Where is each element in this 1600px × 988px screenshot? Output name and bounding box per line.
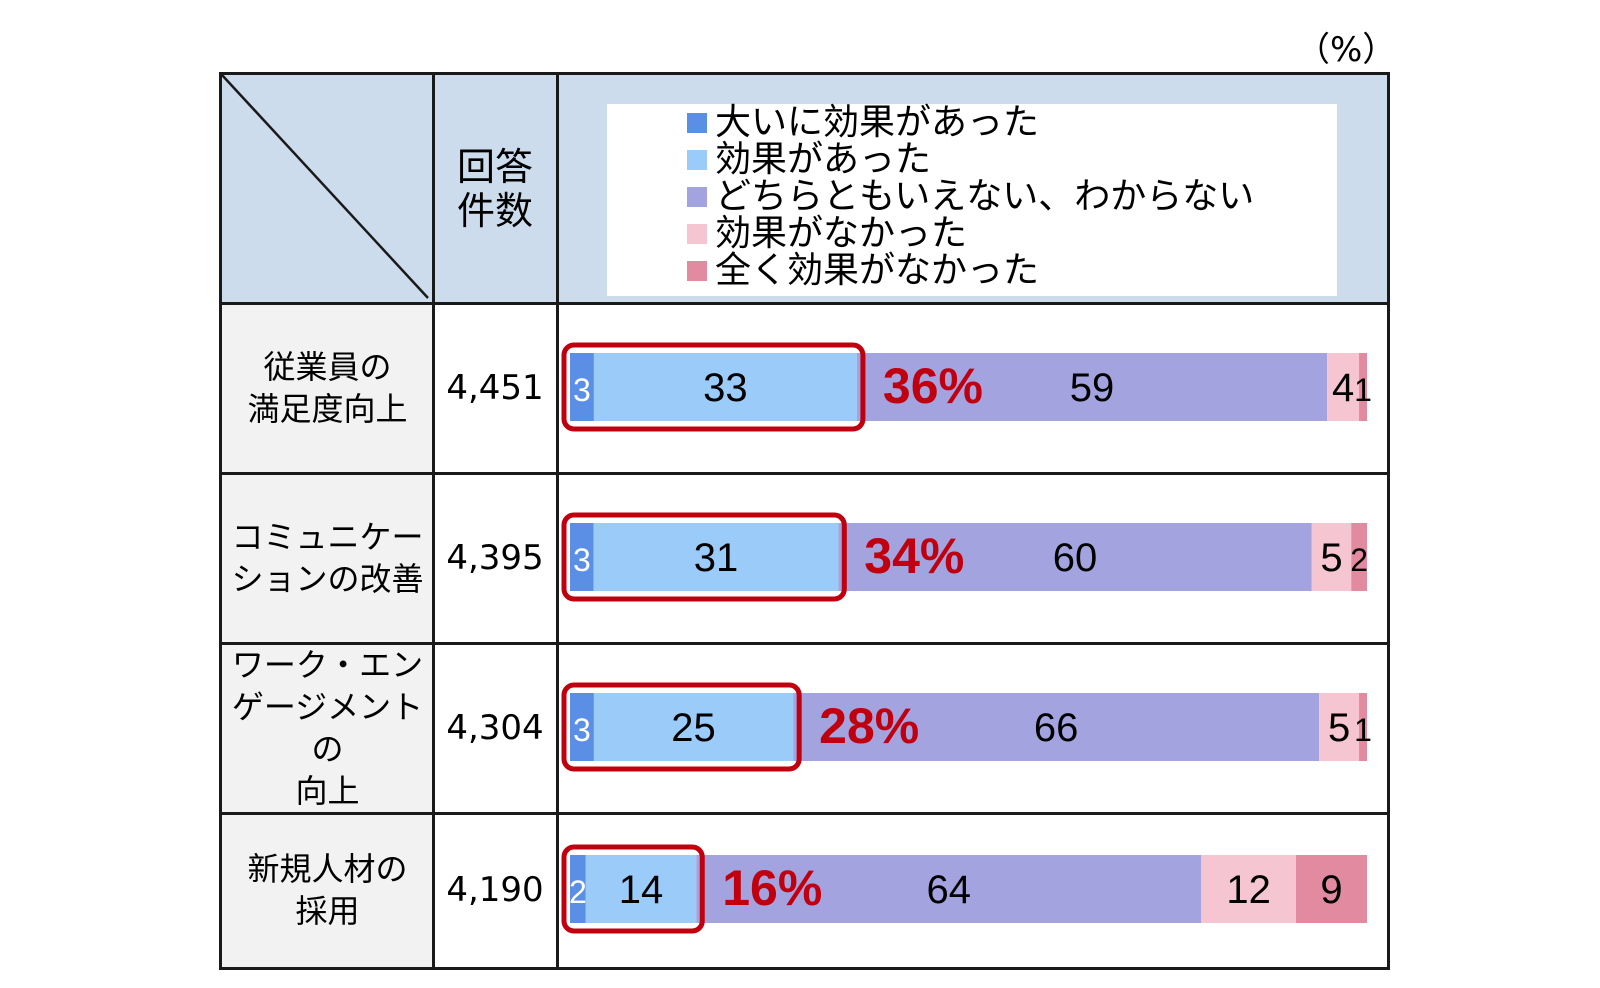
bar-segment-3-2 bbox=[696, 855, 1202, 923]
bar-data-label-2-3: 5 bbox=[1328, 706, 1350, 750]
bar-data-label-2-2: 66 bbox=[1034, 706, 1079, 750]
row-label-1: コミュニケー ションの改善 bbox=[222, 473, 433, 643]
highlight-percent-label-2: 28% bbox=[819, 698, 919, 754]
bar-segment-0-4 bbox=[1359, 353, 1367, 421]
bar-data-label-0-1: 33 bbox=[703, 366, 748, 410]
count-header-line1: 回答 bbox=[456, 145, 533, 189]
highlight-box-2 bbox=[561, 682, 802, 772]
legend-item-4: 全く効果がなかった bbox=[687, 252, 1039, 290]
bar-segment-0-0 bbox=[570, 353, 594, 421]
bar-segment-3-3 bbox=[1201, 855, 1296, 923]
bar-segment-2-1 bbox=[593, 693, 794, 761]
count-header-line2: 件数 bbox=[456, 189, 533, 233]
grid-hline bbox=[222, 812, 1387, 815]
row-count-2: 4,304 bbox=[446, 708, 544, 748]
legend-label-2: どちらともいえない、わからない bbox=[715, 176, 1255, 217]
bar-segment-0-2 bbox=[856, 353, 1328, 421]
legend-label-3: 効果がなかった bbox=[715, 213, 968, 254]
legend-swatch-2 bbox=[687, 187, 707, 207]
highlight-percent-label-3: 16% bbox=[722, 860, 822, 916]
bar-data-label-1-2: 60 bbox=[1053, 536, 1098, 580]
bar-segment-1-1 bbox=[593, 523, 839, 591]
bar-segment-2-0 bbox=[570, 693, 594, 761]
highlight-percent-label-1: 34% bbox=[864, 528, 964, 584]
bar-segment-3-1 bbox=[585, 855, 697, 923]
row-count-3: 4,190 bbox=[446, 870, 544, 910]
header-count-cell: 回答 件数 bbox=[433, 75, 557, 303]
bar-segment-2-3 bbox=[1319, 693, 1360, 761]
highlight-percent-label-0: 36% bbox=[883, 358, 983, 414]
bar-data-label-3-4: 9 bbox=[1320, 868, 1342, 912]
bar-segment-1-4 bbox=[1351, 523, 1367, 591]
bar-data-label-3-1: 14 bbox=[619, 868, 664, 912]
bar-data-label-3-2: 64 bbox=[927, 868, 972, 912]
row-label-2: ワーク・エン ゲージメントの 向上 bbox=[222, 643, 433, 813]
bar-data-label-0-3: 4 bbox=[1332, 366, 1354, 410]
legend-item-3: 効果がなかった bbox=[687, 215, 967, 253]
bar-segment-0-1 bbox=[593, 353, 857, 421]
bar-data-label-3-3: 12 bbox=[1226, 868, 1271, 912]
row-label-3: 新規人材の 採用 bbox=[222, 813, 433, 967]
bar-segment-1-0 bbox=[570, 523, 594, 591]
row-count-0: 4,451 bbox=[446, 368, 544, 408]
bar-data-label-1-0: 3 bbox=[573, 542, 591, 578]
legend-label-4: 全く効果がなかった bbox=[715, 250, 1040, 291]
bar-segment-3-4 bbox=[1295, 855, 1367, 923]
bar-data-label-1-3: 5 bbox=[1320, 536, 1342, 580]
bar-segment-3-0 bbox=[570, 855, 586, 923]
unit-label: （%） bbox=[1296, 30, 1397, 70]
legend-label-1: 効果があった bbox=[715, 139, 932, 180]
bar-data-label-2-4: 1 bbox=[1354, 712, 1372, 748]
bar-data-label-0-0: 3 bbox=[573, 372, 591, 408]
bar-data-label-2-1: 25 bbox=[671, 706, 716, 750]
row-count-1: 4,395 bbox=[446, 538, 544, 578]
corner-diagonal-line bbox=[221, 74, 429, 299]
grid-vline bbox=[432, 75, 435, 967]
legend-item-2: どちらともいえない、わからない bbox=[687, 178, 1254, 216]
legend-swatch-1 bbox=[687, 150, 707, 170]
grid-hline bbox=[222, 642, 1387, 645]
legend-swatch-3 bbox=[687, 224, 707, 244]
legend: 大いに効果があった 効果があった どちらともいえない、わからない 効果がなかった… bbox=[607, 104, 1337, 296]
legend-item-1: 効果があった bbox=[687, 141, 931, 179]
bar-segment-0-3 bbox=[1327, 353, 1360, 421]
row-label-0: 従業員の 満足度向上 bbox=[222, 303, 433, 473]
bar-data-label-1-4: 2 bbox=[1350, 542, 1368, 578]
grid-vline bbox=[556, 75, 559, 967]
bar-data-label-1-1: 31 bbox=[694, 536, 739, 580]
bar-segment-2-2 bbox=[793, 693, 1320, 761]
legend-label-0: 大いに効果があった bbox=[715, 102, 1040, 143]
legend-item-0: 大いに効果があった bbox=[687, 104, 1039, 142]
highlight-box-1 bbox=[561, 512, 847, 602]
bar-data-label-0-4: 1 bbox=[1354, 372, 1372, 408]
bar-data-label-3-0: 2 bbox=[569, 874, 587, 910]
legend-swatch-4 bbox=[687, 261, 707, 281]
legend-swatch-0 bbox=[687, 113, 707, 133]
highlight-box-3 bbox=[561, 844, 705, 934]
bar-segment-2-4 bbox=[1359, 693, 1367, 761]
bar-data-label-0-2: 59 bbox=[1070, 366, 1115, 410]
bar-data-label-2-0: 3 bbox=[573, 712, 591, 748]
grid-hline bbox=[222, 472, 1387, 475]
grid-hline bbox=[222, 302, 1387, 305]
highlight-box-0 bbox=[561, 342, 866, 432]
bar-segment-1-2 bbox=[838, 523, 1312, 591]
bar-segment-1-3 bbox=[1311, 523, 1352, 591]
